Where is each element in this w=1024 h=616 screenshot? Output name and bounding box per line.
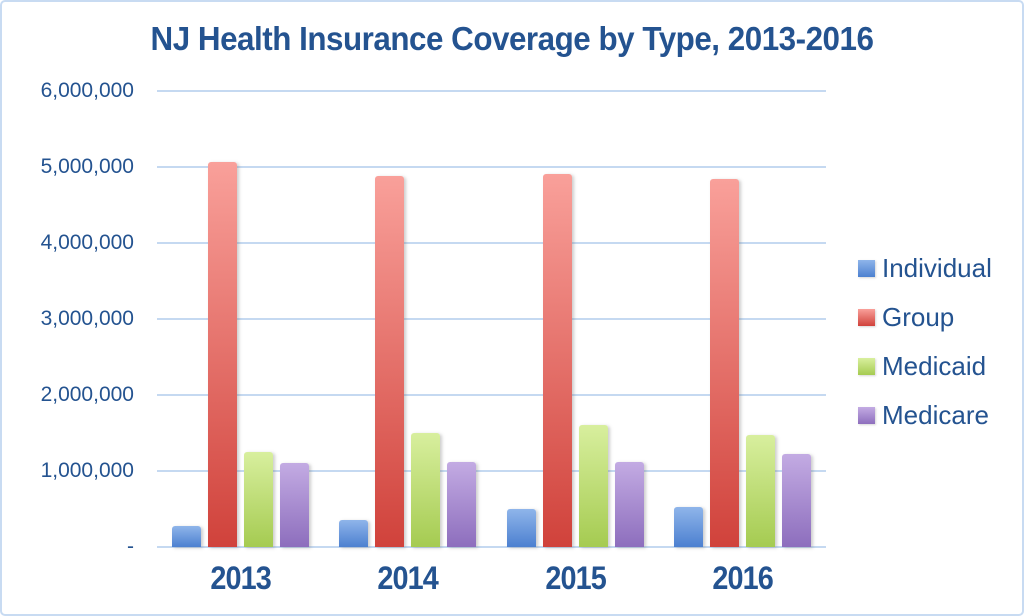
y-axis-tick-label: 5,000,000 xyxy=(40,155,134,178)
legend-swatch-group xyxy=(858,308,875,326)
bar-medicaid-2015 xyxy=(578,425,608,547)
y-axis-tick-label: - xyxy=(127,535,134,558)
gridline xyxy=(157,90,826,92)
legend-swatch-individual xyxy=(858,259,875,277)
gridline xyxy=(157,318,826,320)
bar-medicaid-2013 xyxy=(244,452,274,547)
bar-medicaid-2014 xyxy=(411,433,441,547)
bar-individual-2013 xyxy=(172,525,202,547)
legend-item-medicare: Medicare xyxy=(858,399,992,430)
bar-group-2015 xyxy=(542,173,572,547)
gridline xyxy=(157,546,826,548)
legend-item-group: Group xyxy=(858,301,992,332)
x-axis-label-2016: 2016 xyxy=(712,560,773,596)
bar-individual-2015 xyxy=(506,509,536,547)
legend-label-individual: Individual xyxy=(882,252,992,283)
bar-individual-2016 xyxy=(673,506,703,547)
x-axis-label-2015: 2015 xyxy=(544,560,606,596)
y-axis-tick-label: 3,000,000 xyxy=(40,307,134,330)
gridline xyxy=(157,470,826,472)
bar-individual-2014 xyxy=(339,519,369,547)
x-axis-label-2014: 2014 xyxy=(377,560,439,596)
bar-medicare-2016 xyxy=(781,453,811,547)
gridline xyxy=(157,166,826,168)
bar-group-2013 xyxy=(208,162,238,547)
legend: Individual Group Medicaid Medicare xyxy=(858,252,992,430)
y-axis-tick-label: 2,000,000 xyxy=(40,383,134,406)
legend-label-medicaid: Medicaid xyxy=(882,350,987,381)
bar-group-2014 xyxy=(375,176,405,547)
y-axis-tick-label: 1,000,000 xyxy=(40,459,134,482)
chart-title: NJ Health Insurance Coverage by Type, 20… xyxy=(150,20,874,57)
bar-medicare-2015 xyxy=(614,461,644,547)
legend-item-individual: Individual xyxy=(858,252,992,283)
bar-medicaid-2016 xyxy=(745,434,775,547)
legend-swatch-medicaid xyxy=(858,357,875,375)
legend-swatch-medicare xyxy=(858,406,875,424)
y-axis-tick-label: 6,000,000 xyxy=(40,79,134,102)
gridline xyxy=(157,394,826,396)
bar-medicare-2014 xyxy=(447,461,477,547)
x-axis-label-2013: 2013 xyxy=(210,560,271,596)
legend-label-medicare: Medicare xyxy=(882,399,989,430)
y-axis-tick-label: 4,000,000 xyxy=(40,231,134,254)
gridline xyxy=(157,242,826,244)
legend-item-medicaid: Medicaid xyxy=(858,350,992,381)
bar-group-2016 xyxy=(709,179,739,547)
bar-medicare-2013 xyxy=(280,463,310,547)
legend-label-group: Group xyxy=(882,301,955,332)
